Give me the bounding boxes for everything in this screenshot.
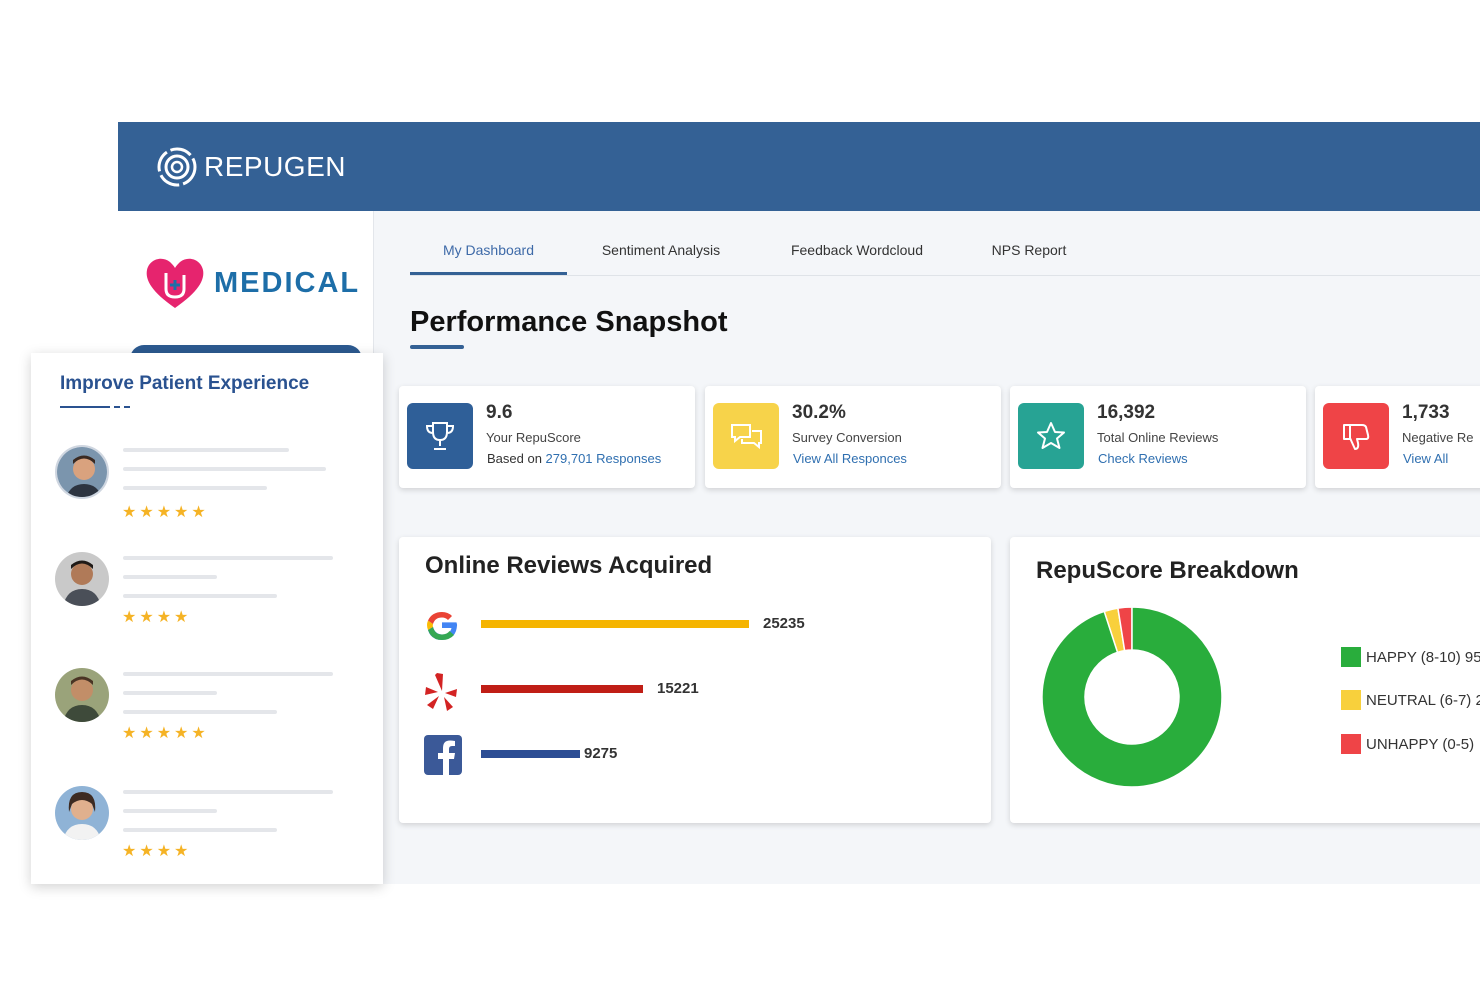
- tab-my-dashboard[interactable]: My Dashboard: [410, 234, 567, 276]
- panel-title-dash: [124, 406, 130, 408]
- legend-swatch: [1341, 734, 1361, 754]
- review-text-placeholder: [123, 556, 333, 560]
- improve-patient-experience-panel: Improve Patient Experience ★★★★★ ★★★★ ★★…: [31, 353, 383, 884]
- star-rating: ★★★★: [122, 609, 192, 626]
- panel-title: Improve Patient Experience: [60, 373, 310, 394]
- facebook-reviews-value: 9275: [584, 745, 618, 762]
- title-underline: [410, 345, 464, 349]
- medical-heart-icon: [146, 258, 204, 308]
- review-text-placeholder: [123, 672, 333, 676]
- client-logo: MEDICAL: [144, 255, 360, 311]
- card-title: RepuScore Breakdown: [1036, 557, 1299, 584]
- review-text-placeholder: [123, 448, 289, 452]
- facebook-icon: [424, 735, 462, 775]
- legend-neutral: NEUTRAL (6-7) 2: [1341, 690, 1480, 710]
- avatar: [55, 552, 109, 606]
- page-title: Performance Snapshot: [410, 306, 728, 338]
- stat-value: 30.2%: [792, 402, 846, 423]
- legend-label: UNHAPPY (0-5): [1366, 735, 1475, 753]
- tab-divider: [410, 275, 1480, 276]
- stat-label: Total Online Reviews: [1097, 430, 1219, 445]
- panel-title-underline: [60, 406, 110, 408]
- avatar: [55, 445, 109, 499]
- thumbs-down-icon: [1323, 403, 1389, 469]
- review-item[interactable]: ★★★★: [31, 786, 383, 886]
- review-text-placeholder: [123, 809, 217, 813]
- yelp-reviews-bar: [481, 685, 643, 693]
- stat-subtext: View All: [1403, 451, 1448, 466]
- view-all-responses-link[interactable]: View All Responces: [793, 451, 907, 466]
- panel-title-dash: [114, 406, 120, 408]
- stat-subtext: Check Reviews: [1098, 451, 1188, 466]
- review-text-placeholder: [123, 486, 267, 490]
- review-text-placeholder: [123, 594, 277, 598]
- star-icon: [1018, 403, 1084, 469]
- stat-subtext: Based on 279,701 Responses: [487, 451, 661, 466]
- stat-card-repuscore[interactable]: 9.6 Your RepuScore Based on 279,701 Resp…: [399, 386, 695, 488]
- star-rating: ★★★★★: [122, 504, 209, 521]
- stat-label: Negative Re: [1402, 430, 1474, 445]
- google-reviews-value: 25235: [763, 615, 805, 632]
- yelp-reviews-value: 15221: [657, 680, 699, 697]
- repugen-logo[interactable]: REPUGEN: [154, 144, 346, 190]
- review-text-placeholder: [123, 710, 277, 714]
- review-text-placeholder: [123, 691, 217, 695]
- avatar: [55, 786, 109, 840]
- stat-card-survey-conversion[interactable]: 30.2% Survey Conversion View All Responc…: [705, 386, 1001, 488]
- legend-swatch: [1341, 690, 1361, 710]
- legend-swatch: [1341, 647, 1361, 667]
- responses-link[interactable]: 279,701 Responses: [545, 451, 662, 466]
- chat-bubbles-icon: [713, 403, 779, 469]
- stat-label: Survey Conversion: [792, 430, 902, 445]
- stat-card-negative-reviews[interactable]: 1,733 Negative Re View All: [1315, 386, 1480, 488]
- donut-slice-happy: [1041, 606, 1223, 788]
- stat-value: 9.6: [486, 402, 513, 423]
- avatar: [55, 668, 109, 722]
- tab-bar: My Dashboard Sentiment Analysis Feedback…: [410, 234, 1099, 278]
- review-text-placeholder: [123, 467, 326, 471]
- star-rating: ★★★★★: [122, 725, 209, 742]
- review-text-placeholder: [123, 828, 277, 832]
- client-name: MEDICAL: [214, 266, 361, 299]
- review-text-placeholder: [123, 575, 217, 579]
- stat-sub-prefix: Based on: [487, 451, 546, 466]
- review-item[interactable]: ★★★★★: [31, 443, 383, 543]
- stat-subtext: View All Responces: [793, 451, 907, 466]
- tab-nps-report[interactable]: NPS Report: [991, 242, 1067, 258]
- review-text-placeholder: [123, 790, 333, 794]
- yelp-icon: [425, 673, 457, 711]
- brand-name: REPUGEN: [204, 151, 346, 182]
- repuscore-donut-chart: [1041, 606, 1223, 788]
- review-item[interactable]: ★★★★: [31, 552, 383, 652]
- facebook-reviews-bar: [481, 750, 580, 758]
- stat-value: 16,392: [1097, 402, 1156, 423]
- google-reviews-bar: [481, 620, 749, 628]
- legend-label: HAPPY (8-10) 95: [1366, 648, 1480, 666]
- card-title: Online Reviews Acquired: [425, 552, 713, 579]
- legend-unhappy: UNHAPPY (0-5): [1341, 734, 1474, 754]
- stat-value: 1,733: [1402, 402, 1450, 423]
- repugen-logo-icon: [157, 147, 197, 187]
- view-all-link[interactable]: View All: [1403, 451, 1449, 466]
- online-reviews-card: Online Reviews Acquired 25235 15221 9275: [399, 537, 991, 823]
- tab-sentiment-analysis[interactable]: Sentiment Analysis: [601, 242, 721, 258]
- tab-feedback-wordcloud[interactable]: Feedback Wordcloud: [790, 242, 924, 258]
- check-reviews-link[interactable]: Check Reviews: [1098, 451, 1188, 466]
- star-rating: ★★★★: [122, 843, 192, 860]
- top-bar: REPUGEN: [118, 122, 1480, 211]
- review-item[interactable]: ★★★★★: [31, 668, 383, 768]
- stat-card-total-reviews[interactable]: 16,392 Total Online Reviews Check Review…: [1010, 386, 1306, 488]
- legend-happy: HAPPY (8-10) 95: [1341, 647, 1480, 667]
- repuscore-breakdown-card: RepuScore Breakdown HAPPY (8-10) 95 NEUT…: [1010, 537, 1480, 823]
- trophy-icon: [407, 403, 473, 469]
- legend-label: NEUTRAL (6-7) 2: [1366, 691, 1480, 709]
- google-icon: [427, 612, 458, 640]
- stat-label: Your RepuScore: [486, 430, 581, 445]
